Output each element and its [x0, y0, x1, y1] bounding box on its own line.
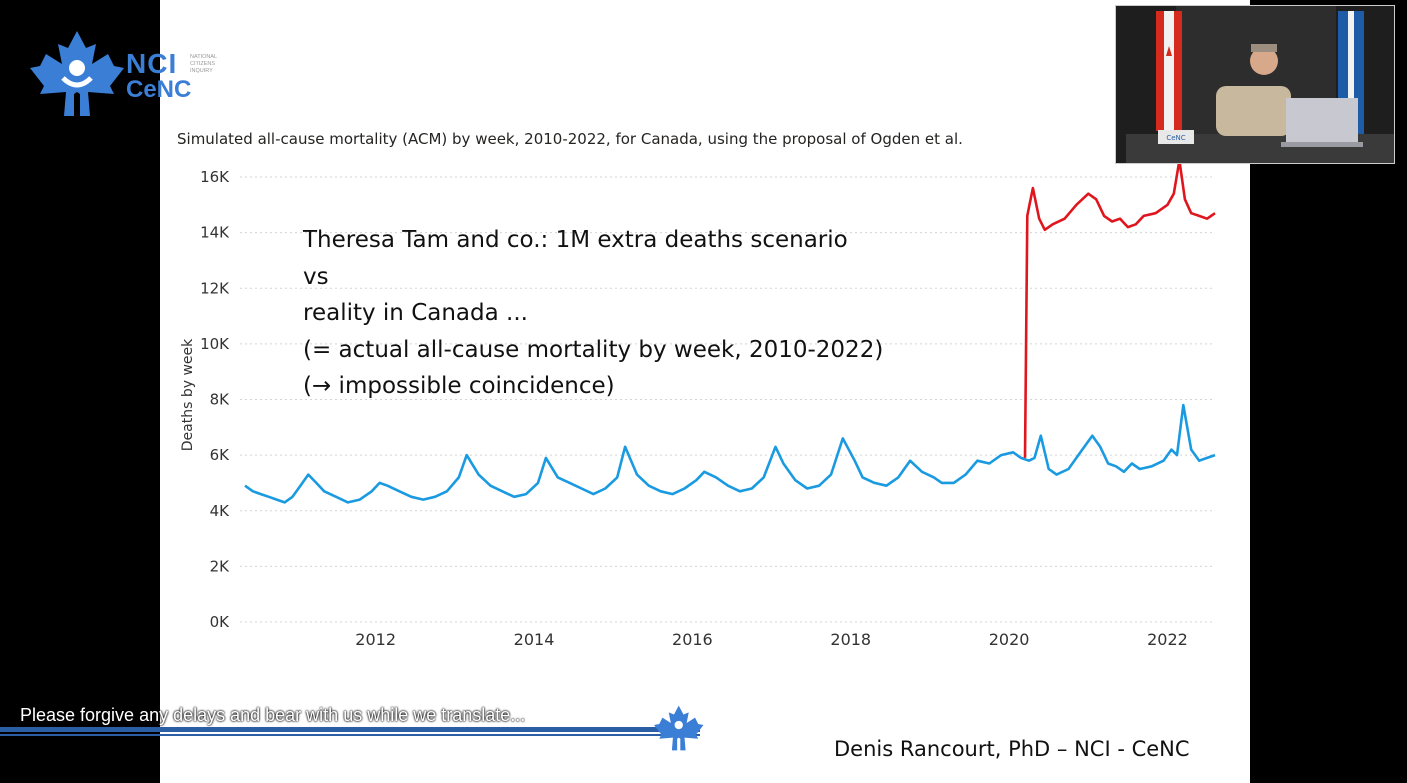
- y-tick-label: 12K: [200, 279, 230, 297]
- series-line-scenario: [1023, 159, 1216, 458]
- ticker-bar: [0, 727, 700, 732]
- nci-logo: NCI CeNC NATIONAL CITIZENS INQUIRY: [30, 28, 260, 123]
- logo-small-line: INQUIRY: [190, 68, 213, 74]
- x-tick-label: 2020: [989, 630, 1030, 649]
- y-tick-label: 10K: [200, 335, 230, 353]
- series-lines: [244, 159, 1216, 504]
- annotation-text: Theresa Tam and co.: 1M extra deaths sce…: [303, 222, 883, 405]
- series-line-actual: [244, 403, 1216, 504]
- x-tick-label: 2022: [1147, 630, 1188, 649]
- logo-text: NCI CeNC: [126, 48, 192, 103]
- x-tick-label: 2016: [672, 630, 713, 649]
- ticker-text: Please forgive any delays and bear with …: [20, 705, 526, 725]
- annotation-line: vs: [303, 263, 329, 290]
- x-tick-label: 2018: [830, 630, 871, 649]
- speaker-video: CeNC: [1115, 5, 1395, 164]
- logo-nci: NCI: [126, 48, 178, 79]
- speaker-scene: CeNC: [1116, 6, 1394, 163]
- annotation-line: (= actual all-cause mortality by week, 2…: [303, 336, 884, 363]
- chart-title: Simulated all-cause mortality (ACM) by w…: [177, 130, 963, 148]
- presenter-credit: Denis Rancourt, PhD – NCI - CeNC: [834, 737, 1190, 761]
- logo-small-text: NATIONAL CITIZENS INQUIRY: [190, 54, 250, 75]
- y-tick-label: 6K: [210, 446, 231, 464]
- y-axis-label: Deaths by week: [180, 338, 196, 451]
- ticker-bar-line: [0, 734, 700, 736]
- y-axis-ticks: 0K 2K 4K 6K 8K 10K 12K 14K 16K: [200, 168, 230, 631]
- y-tick-label: 2K: [210, 557, 231, 575]
- slide-background: [160, 0, 1250, 783]
- logo-small-line: NATIONAL: [190, 54, 218, 60]
- nameplate: [1158, 130, 1194, 144]
- speaker: [1216, 44, 1291, 136]
- logo-small-line: CITIZENS: [190, 61, 216, 67]
- logo-cenc: CeNC: [126, 76, 192, 103]
- canada-flag-icon: [1156, 11, 1182, 131]
- x-tick-label: 2012: [355, 630, 396, 649]
- y-tick-label: 14K: [200, 224, 230, 242]
- x-axis-ticks: 2012 2014 2016 2018 2020 2022: [355, 630, 1188, 649]
- y-tick-label: 16K: [200, 168, 230, 186]
- maple-leaf-icon: [654, 705, 704, 751]
- maple-leaf-icon: [30, 31, 124, 116]
- y-tick-label: 0K: [210, 613, 231, 631]
- x-tick-label: 2014: [514, 630, 555, 649]
- annotation-line: Theresa Tam and co.: 1M extra deaths sce…: [303, 227, 848, 253]
- annotation-line: (→ impossible coincidence): [303, 373, 615, 399]
- y-tick-label: 8K: [210, 391, 231, 409]
- y-tick-label: 4K: [210, 502, 231, 520]
- laptop-icon: [1281, 98, 1363, 147]
- annotation-line: reality in Canada ...: [303, 300, 528, 326]
- nameplate-text: CeNC: [1166, 134, 1185, 142]
